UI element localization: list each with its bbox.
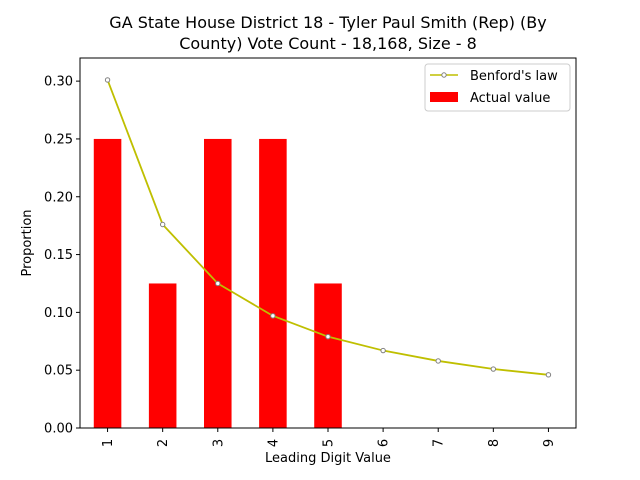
x-tick-label: 9	[542, 439, 557, 447]
y-axis: 0.00 0.05 0.10 0.15 0.20 0.25 0.30	[44, 75, 80, 437]
chart-title-line-1: GA State House District 18 - Tyler Paul …	[109, 13, 546, 32]
benford-point-4	[270, 313, 276, 319]
chart-title-line-2: County) Vote Count - 18,168, Size - 8	[179, 34, 477, 53]
x-tick-label: 4	[266, 439, 281, 447]
y-axis-label: Proportion	[20, 209, 35, 276]
legend-bar-swatch	[430, 92, 458, 102]
x-tick-label: 6	[377, 439, 392, 447]
benford-point-9	[545, 372, 552, 378]
bar-series	[93, 138, 342, 428]
legend-box	[424, 63, 571, 112]
x-tick-label: 2	[156, 439, 171, 447]
benford-point-3	[215, 280, 221, 287]
bar-digit-4	[259, 138, 287, 428]
legend: Benford's law Actual value	[424, 63, 571, 112]
benford-line-series	[104, 77, 552, 378]
benford-point-5	[325, 333, 331, 340]
legend-label-actual: Actual value	[470, 91, 550, 106]
y-tick-label: 0.30	[44, 75, 73, 90]
x-tick-label: 5	[322, 439, 337, 447]
y-tick-label: 0.25	[44, 132, 73, 147]
y-tick-label: 0.05	[44, 364, 73, 379]
benford-point-2	[159, 221, 166, 228]
x-tick-label: 7	[432, 439, 447, 447]
legend-marker-swatch	[441, 72, 447, 78]
x-axis: 1 2 3 4 5 6 7 8 9	[101, 428, 557, 447]
y-tick-label: 0.15	[44, 248, 73, 263]
bar-digit-2	[148, 283, 177, 428]
y-tick-label: 0.20	[44, 190, 73, 205]
bar-digit-1	[93, 138, 122, 428]
x-tick-label: 1	[101, 439, 116, 447]
x-tick-label: 8	[487, 439, 502, 447]
legend-label-benford: Benford's law	[470, 69, 558, 84]
x-tick-label: 3	[211, 439, 226, 447]
y-tick-label: 0.00	[44, 422, 73, 437]
benford-point-6	[380, 347, 386, 354]
benford-point-8	[490, 366, 497, 372]
benford-point-1	[104, 77, 111, 83]
benford-point-7	[435, 358, 441, 364]
y-tick-label: 0.10	[44, 306, 73, 321]
x-axis-label: Leading Digit Value	[265, 451, 391, 466]
bar-digit-5	[314, 283, 342, 428]
